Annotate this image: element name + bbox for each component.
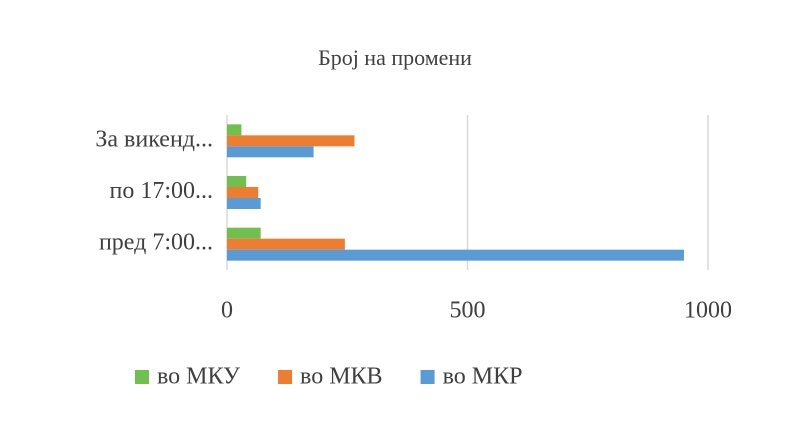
bar <box>227 124 242 136</box>
x-tick-label: 500 <box>450 298 486 324</box>
y-tick-label: За викенд... <box>95 126 213 152</box>
bar <box>227 238 345 250</box>
bar <box>227 198 261 209</box>
y-tick-label: пред 7:00... <box>99 230 213 256</box>
legend-label: во МКВ <box>300 364 383 390</box>
bar <box>227 227 261 239</box>
legend-swatch <box>278 370 293 384</box>
y-tick-label: по 17:00... <box>109 178 213 204</box>
legend-label: во МКР <box>443 364 523 390</box>
bar <box>227 146 314 158</box>
legend-label: во МКУ <box>157 364 240 390</box>
bar <box>227 187 259 198</box>
bar <box>227 249 684 261</box>
x-tick-label: 1000 <box>684 298 732 324</box>
legend-swatch <box>420 370 435 384</box>
x-tick-label: 0 <box>221 298 233 324</box>
chart-title: Број на промени <box>318 45 472 70</box>
legend-swatch <box>135 370 149 384</box>
bar <box>227 135 355 147</box>
bar <box>227 176 247 187</box>
